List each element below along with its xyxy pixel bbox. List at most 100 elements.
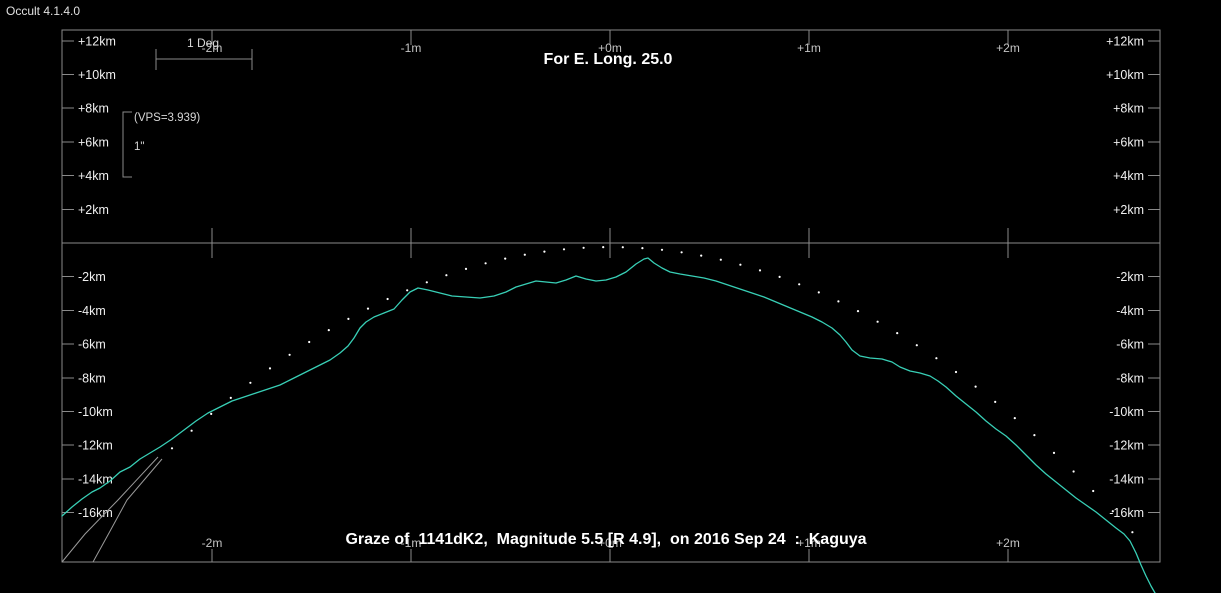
km-label-right: -16km xyxy=(1109,506,1144,520)
mean-limb-dot xyxy=(700,254,703,257)
km-label-right: -8km xyxy=(1116,371,1144,385)
km-label-left: +2km xyxy=(78,203,109,217)
km-label-left: -4km xyxy=(78,304,106,318)
mean-limb-dot xyxy=(347,317,350,320)
km-label-right: -10km xyxy=(1109,405,1144,419)
mean-limb-dot xyxy=(249,381,252,384)
km-label-right: -4km xyxy=(1116,304,1144,318)
time-label-bottom: +2m xyxy=(996,536,1020,550)
km-label-right: -14km xyxy=(1109,472,1144,486)
km-label-right: +10km xyxy=(1106,68,1144,82)
mean-limb-dot xyxy=(1092,489,1095,493)
mean-limb-dot xyxy=(954,370,958,374)
time-label-bottom: +0m xyxy=(598,536,622,550)
km-label-left: +12km xyxy=(78,34,116,48)
mean-limb-dot xyxy=(974,385,977,388)
app-version-title: Occult 4.1.4.0 xyxy=(6,4,81,18)
mean-limb-dot xyxy=(582,246,585,249)
mean-limb-dot xyxy=(896,332,899,335)
mean-limb-dot xyxy=(680,251,683,254)
mean-limb-dot xyxy=(190,429,193,432)
mean-limb-dot xyxy=(504,257,507,260)
mean-limb-dot xyxy=(464,267,468,270)
mean-limb-dot xyxy=(1052,451,1056,454)
km-label-left: -6km xyxy=(78,338,106,352)
km-label-left: -2km xyxy=(78,270,106,284)
mean-limb-dot xyxy=(1131,531,1134,534)
mean-limb-dot xyxy=(758,269,762,272)
mean-limb-dot xyxy=(308,340,311,344)
mean-limb-dot xyxy=(837,300,840,303)
km-label-right: -12km xyxy=(1109,439,1144,453)
mean-limb-dot xyxy=(562,248,566,251)
km-label-left: +10km xyxy=(78,68,116,82)
km-label-left: +6km xyxy=(78,135,109,149)
fan-line xyxy=(92,458,163,563)
mean-limb-dot xyxy=(719,258,722,261)
mean-limb-dot xyxy=(1013,417,1016,420)
time-label-bottom: -1m xyxy=(401,536,422,550)
time-label-top: -1m xyxy=(401,41,422,55)
mean-limb-dot xyxy=(856,310,860,313)
mean-limb-dot xyxy=(1111,510,1114,513)
mean-limb-dot xyxy=(602,246,605,249)
km-label-left: +8km xyxy=(78,102,109,116)
mean-limb-dot xyxy=(798,283,801,286)
time-label-bottom: +1m xyxy=(797,536,821,550)
mean-limb-dot xyxy=(935,357,938,360)
mean-limb-dot xyxy=(210,412,213,415)
time-label-top: -2m xyxy=(202,41,223,55)
mean-limb-dot xyxy=(170,447,174,450)
vps-value-label: (VPS=3.939) xyxy=(134,112,201,124)
scale-bar-label: 1 Deg xyxy=(186,36,220,50)
mean-limb-dot xyxy=(915,344,918,347)
mean-limb-dot xyxy=(406,289,409,292)
mean-limb-dot xyxy=(288,353,291,356)
chart-title-longitude: For E. Long. 25.0 xyxy=(543,51,673,68)
km-label-left: -14km xyxy=(78,472,113,486)
km-label-right: +2km xyxy=(1113,203,1144,217)
km-label-right: +12km xyxy=(1106,34,1144,48)
mean-limb-dot xyxy=(621,246,624,249)
limb-profile-line xyxy=(61,257,1156,593)
mean-limb-dot xyxy=(386,297,389,301)
mean-limb-dot xyxy=(876,320,879,323)
km-label-right: +6km xyxy=(1113,135,1144,149)
time-label-top: +2m xyxy=(996,41,1020,55)
mean-limb-dot xyxy=(994,400,997,403)
mean-limb-dot xyxy=(445,274,448,277)
time-label-top: +1m xyxy=(797,41,821,55)
mean-limb-dot xyxy=(1072,470,1075,473)
mean-limb-dot xyxy=(543,250,546,253)
km-label-left: -10km xyxy=(78,405,113,419)
mean-limb-dot xyxy=(327,329,330,332)
mean-limb-dot xyxy=(660,248,664,251)
mean-limb-dot xyxy=(268,367,272,370)
km-label-right: -6km xyxy=(1116,338,1144,352)
km-label-left: +4km xyxy=(78,169,109,183)
chart-footer-title: Graze of 1141dK2, Magnitude 5.5 [R 4.9],… xyxy=(345,531,867,548)
km-label-right: +8km xyxy=(1113,102,1144,116)
mean-limb-dot xyxy=(523,253,526,256)
mean-limb-dot xyxy=(1033,434,1036,437)
mean-limb-dot xyxy=(425,281,428,284)
mean-limb-dot xyxy=(641,247,644,250)
fan-line xyxy=(61,456,159,563)
km-label-left: -12km xyxy=(78,439,113,453)
mean-limb-dot xyxy=(739,263,742,266)
mean-limb-dot xyxy=(366,307,370,310)
mean-limb-dot xyxy=(778,275,781,278)
time-label-bottom: -2m xyxy=(202,536,223,550)
vps-bracket xyxy=(122,111,132,178)
km-label-right: +4km xyxy=(1113,169,1144,183)
time-label-top: +0m xyxy=(598,41,622,55)
mean-limb-dot xyxy=(229,396,232,399)
arcsecond-scale-label: 1" xyxy=(134,141,145,153)
mean-limb-dot xyxy=(484,262,487,265)
km-label-left: -8km xyxy=(78,371,106,385)
km-label-right: -2km xyxy=(1116,270,1144,284)
km-label-left: -16km xyxy=(78,506,113,520)
plot-frame xyxy=(61,29,1161,563)
